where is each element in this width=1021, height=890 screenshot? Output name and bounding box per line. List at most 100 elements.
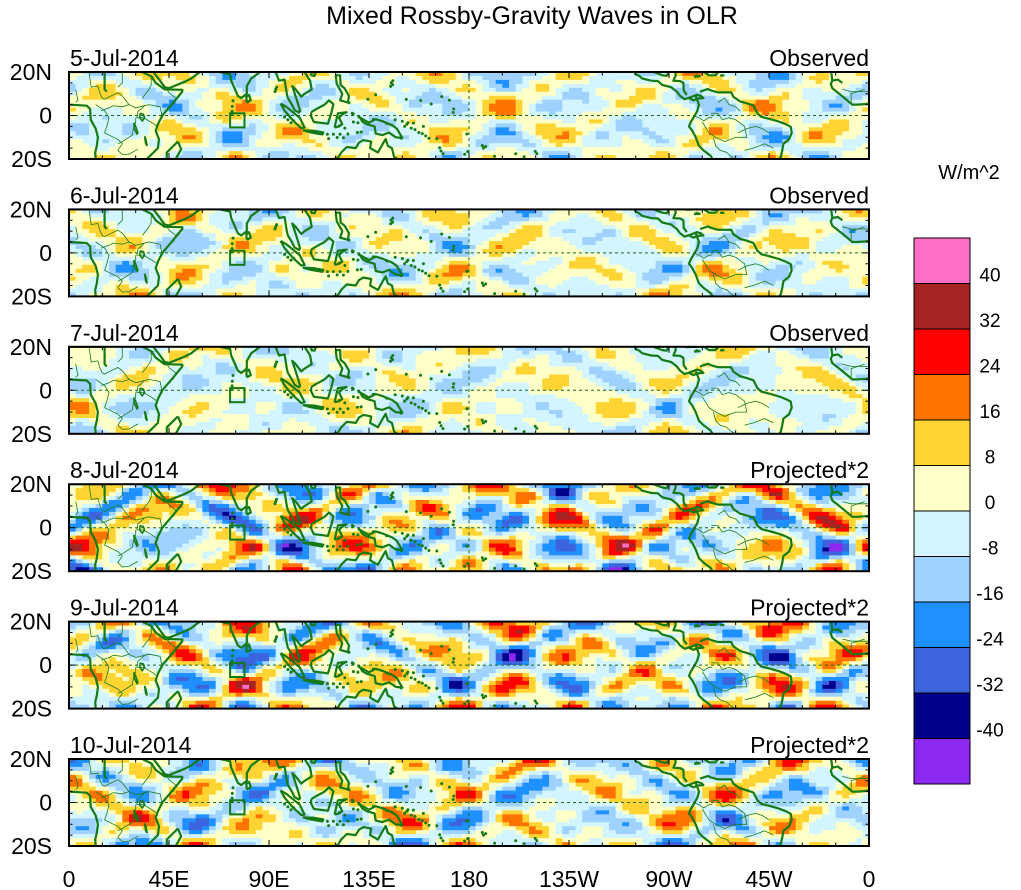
olr-cell xyxy=(362,229,370,234)
olr-cell xyxy=(642,233,650,238)
olr-cell xyxy=(582,87,590,93)
coastline xyxy=(302,129,325,136)
olr-cell xyxy=(802,147,810,152)
olr-cell xyxy=(275,131,283,136)
olr-cell xyxy=(689,139,697,144)
olr-cell xyxy=(382,79,390,85)
olr-cell xyxy=(289,143,297,148)
olr-cell xyxy=(115,264,123,270)
olr-cell xyxy=(849,75,857,81)
olr-cell xyxy=(609,225,617,230)
olr-cell xyxy=(575,260,583,266)
olr-cell xyxy=(142,244,150,250)
olr-cell xyxy=(269,119,277,124)
olr-cell xyxy=(422,72,430,77)
olr-cell xyxy=(769,151,777,156)
olr-cell xyxy=(462,72,470,77)
olr-cell xyxy=(295,248,303,254)
olr-cell xyxy=(595,225,603,230)
olr-cell xyxy=(655,229,663,234)
olr-cell xyxy=(569,135,577,140)
olr-cell xyxy=(495,256,503,262)
olr-cell xyxy=(135,260,143,266)
island xyxy=(283,115,287,119)
olr-cell xyxy=(502,248,510,254)
olr-cell xyxy=(342,131,350,136)
olr-cell xyxy=(249,127,257,132)
olr-cell xyxy=(189,225,197,230)
olr-cell xyxy=(515,256,523,262)
olr-cell xyxy=(335,151,343,156)
olr-cell xyxy=(422,244,430,250)
olr-cell xyxy=(495,143,503,148)
olr-cell xyxy=(389,256,397,262)
olr-cell xyxy=(495,264,503,270)
olr-cell xyxy=(795,229,803,234)
olr-cell xyxy=(842,155,850,159)
olr-cell xyxy=(842,107,850,113)
olr-cell xyxy=(82,276,90,282)
olr-cell xyxy=(855,209,863,214)
island xyxy=(404,97,408,101)
olr-cell xyxy=(69,237,77,242)
olr-cell xyxy=(455,221,463,226)
olr-cell xyxy=(182,72,190,77)
olr-cell xyxy=(302,213,310,218)
olr-cell xyxy=(262,147,270,152)
olr-cell xyxy=(862,87,869,93)
olr-cell xyxy=(515,87,523,93)
olr-cell xyxy=(302,139,310,144)
olr-cell xyxy=(822,95,830,101)
olr-cell xyxy=(195,276,203,282)
olr-cell xyxy=(389,237,397,242)
olr-cell xyxy=(695,229,703,234)
olr-cell xyxy=(762,79,770,85)
olr-cell xyxy=(355,75,363,81)
olr-cell xyxy=(275,79,283,85)
olr-cell xyxy=(529,83,537,89)
olr-cell xyxy=(649,91,657,97)
olr-cell xyxy=(662,272,670,278)
olr-cell xyxy=(515,107,523,113)
olr-cell xyxy=(275,272,283,278)
olr-cell xyxy=(209,127,217,132)
olr-cell xyxy=(602,143,610,148)
olr-cell xyxy=(569,213,577,218)
olr-cell xyxy=(835,244,843,250)
olr-cell xyxy=(455,87,463,93)
olr-cell xyxy=(422,268,430,274)
olr-cell xyxy=(249,209,257,214)
olr-cell xyxy=(822,241,830,246)
olr-cell xyxy=(209,143,217,148)
olr-cell xyxy=(215,233,223,238)
olr-cell xyxy=(635,119,643,124)
olr-cell xyxy=(369,233,377,238)
olr-cell xyxy=(415,233,423,238)
olr-cell xyxy=(729,107,737,113)
olr-cell xyxy=(482,72,490,77)
olr-cell xyxy=(82,221,90,226)
olr-cell xyxy=(435,276,443,282)
olr-cell xyxy=(635,147,643,152)
olr-cell xyxy=(235,87,243,93)
olr-cell xyxy=(815,119,823,124)
olr-cell xyxy=(182,123,190,128)
olr-cell xyxy=(129,244,137,250)
island xyxy=(385,122,389,125)
olr-cell xyxy=(169,91,177,97)
olr-cell xyxy=(495,229,503,234)
olr-cell xyxy=(535,229,543,234)
olr-cell xyxy=(495,260,503,266)
olr-cell xyxy=(549,115,557,121)
olr-cell xyxy=(669,221,677,226)
olr-cell xyxy=(575,225,583,230)
olr-cell xyxy=(862,103,869,109)
olr-cell xyxy=(95,143,103,148)
olr-cell xyxy=(215,241,223,246)
olr-cell xyxy=(135,241,143,246)
olr-cell xyxy=(469,131,477,136)
olr-cell xyxy=(395,237,403,242)
olr-cell xyxy=(295,83,303,89)
olr-cell xyxy=(69,276,77,282)
olr-cell xyxy=(649,155,657,159)
